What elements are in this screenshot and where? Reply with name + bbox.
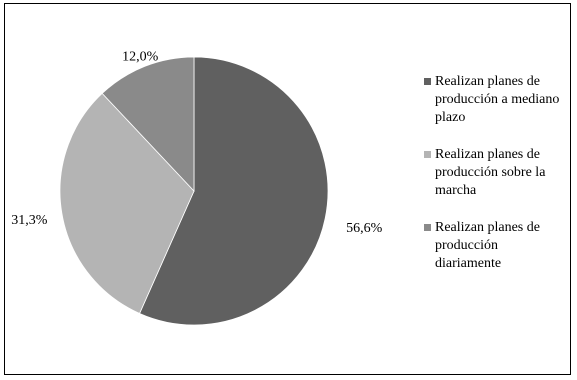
pie-slices (59, 56, 329, 326)
legend-item-diariamente: Realizan planes de producción diariament… (424, 219, 564, 273)
data-labels: 56,6% 31,3% 12,0% (11, 49, 382, 236)
pie-slice-sobre-la-marcha (59, 92, 195, 314)
legend-swatch (424, 78, 431, 85)
data-label-sobre-la-marcha: 31,3% (11, 213, 48, 228)
legend-item-mediano-plazo: Realizan planes de producción a mediano … (424, 73, 564, 127)
legend-item-sobre-la-marcha: Realizan planes de producción sobre la m… (424, 146, 564, 200)
data-label-mediano-plazo: 56,6% (346, 221, 383, 236)
legend-label: Realizan planes de producción diariament… (435, 220, 540, 271)
legend: Realizan planes de producción a mediano … (424, 73, 564, 273)
data-label-diariamente: 12,0% (122, 49, 159, 64)
pie-slice-diariamente (101, 56, 195, 193)
legend-swatch (424, 151, 431, 158)
legend-swatch (424, 224, 431, 231)
legend-label: Realizan planes de producción a mediano … (435, 74, 560, 125)
pie-slice-mediano-plazo (139, 56, 329, 326)
legend-label: Realizan planes de producción sobre la m… (435, 147, 546, 198)
